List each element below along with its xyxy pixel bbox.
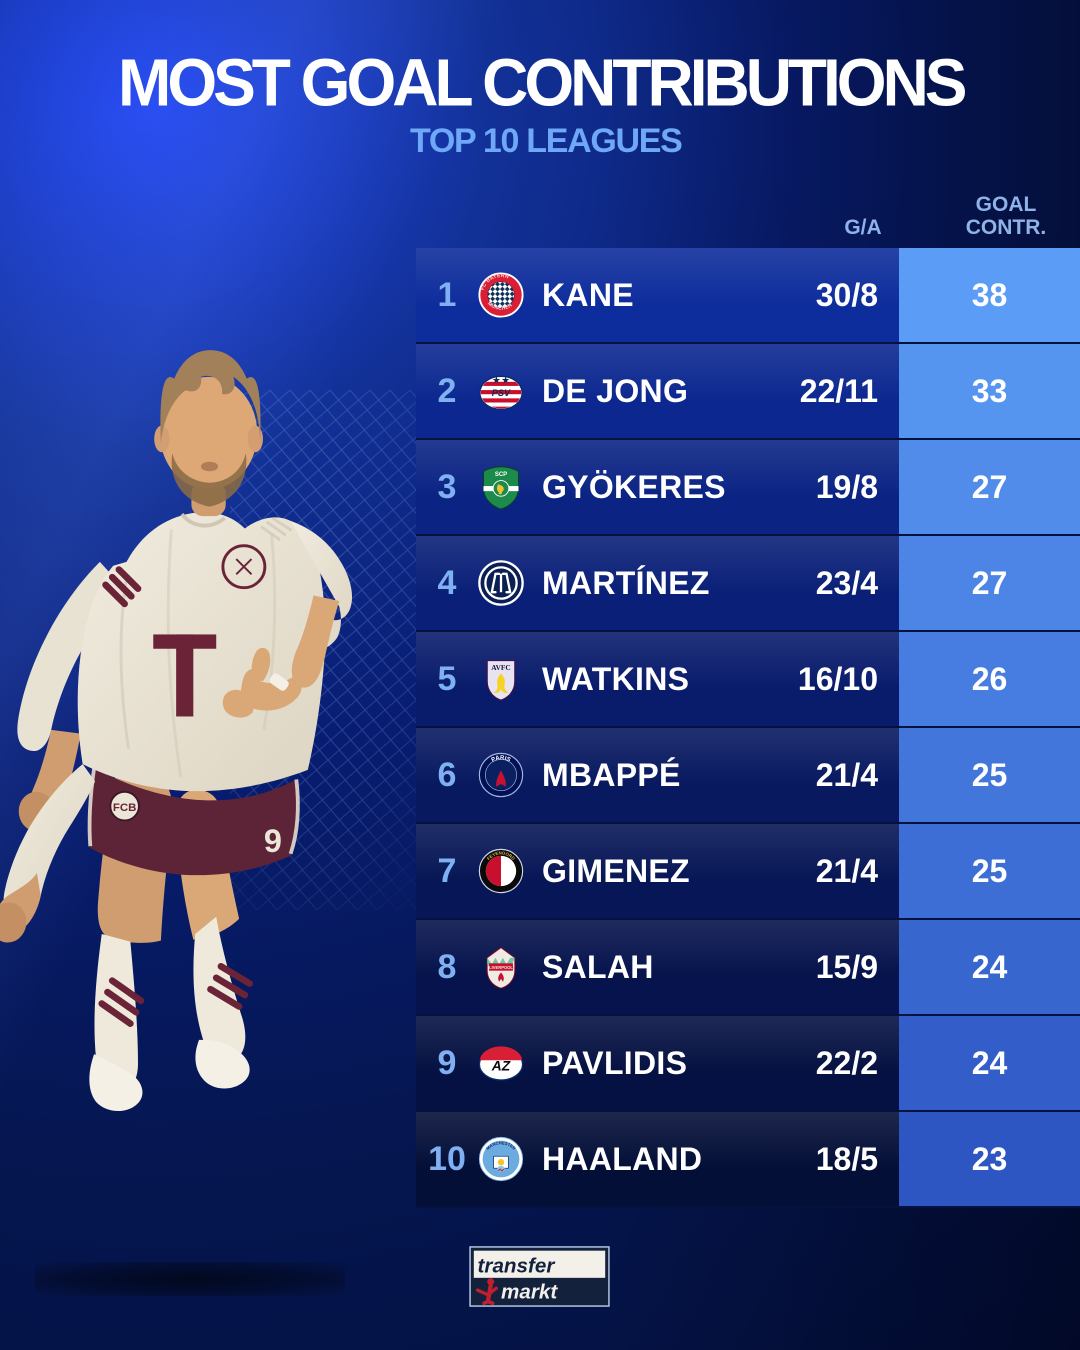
svg-text:9: 9 [264,823,282,859]
svg-text:markt: markt [501,1281,558,1304]
svg-text:PSV: PSV [492,388,511,398]
svg-text:FCB: FCB [113,802,137,814]
svg-text:SCP: SCP [495,472,507,478]
svg-text:transfer: transfer [478,1254,556,1277]
svg-text:AZ: AZ [491,1058,511,1073]
svg-text:AVFC: AVFC [491,663,511,672]
svg-text:LIVERPOOL: LIVERPOOL [489,965,513,970]
